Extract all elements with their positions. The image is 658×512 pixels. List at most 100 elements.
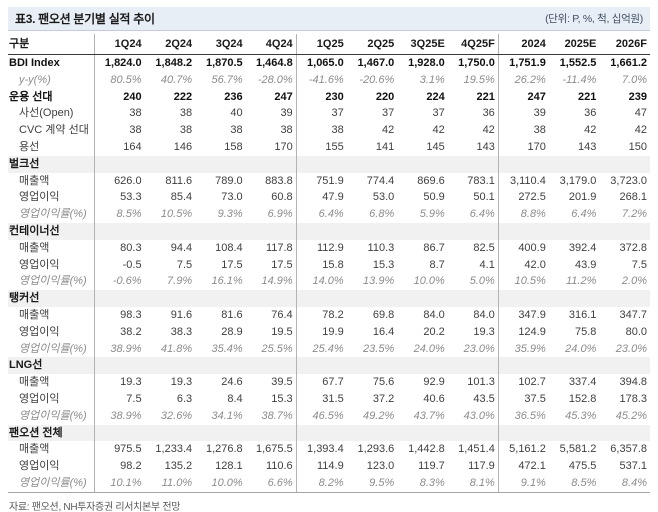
- row-label: 탱커선: [8, 290, 95, 307]
- cell: 6,357.8: [610, 443, 647, 456]
- cell: 36: [482, 107, 495, 120]
- cell: 1,750.0: [458, 57, 495, 69]
- cell: 81.6: [221, 308, 243, 321]
- cell: 38.3: [170, 325, 193, 338]
- cell: 17.5: [271, 258, 293, 271]
- section-header-row: LNG선: [8, 357, 650, 375]
- cell: 42.0: [497, 256, 549, 274]
- cell: 221: [476, 90, 495, 103]
- cell: 53.3: [120, 191, 142, 204]
- cell: 3,179.0: [559, 174, 597, 187]
- cell: [346, 222, 398, 240]
- cell: [195, 155, 246, 173]
- cell: 3,110.4: [497, 172, 549, 190]
- cell: [548, 424, 600, 442]
- cell: 1,870.5: [205, 57, 243, 69]
- cell: 67.7: [295, 374, 347, 391]
- column-header: 3Q24: [195, 34, 246, 55]
- column-header-label: 구분: [8, 34, 95, 55]
- cell: 7.5: [631, 258, 647, 271]
- cell: 14.0%: [295, 273, 347, 291]
- cell: [195, 357, 246, 375]
- cell: 1,928.0: [408, 57, 445, 69]
- cell: [295, 424, 347, 442]
- cell: 222: [173, 90, 193, 103]
- cell: [397, 424, 448, 442]
- cell: 37.5: [497, 390, 549, 408]
- cell: 102.7: [497, 374, 549, 391]
- cell: 41.8%: [160, 342, 193, 355]
- cell: 15.8: [295, 256, 347, 274]
- cell: 37: [295, 105, 347, 123]
- cell: 236: [224, 90, 243, 103]
- table-row: 용선 164 146 158 170 155 141 145 143 170 143 150: [8, 138, 650, 156]
- cell: 6.9%: [267, 208, 293, 221]
- cell: 316.1: [568, 308, 597, 321]
- cell: 145: [426, 140, 445, 153]
- cell: 36.5%: [497, 407, 549, 425]
- cell: 158: [224, 140, 243, 153]
- table-row: BDI Index 1,824.0 1,848.2 1,870.5 1,464.8 1,0…: [8, 54, 650, 72]
- cell: 6.4%: [571, 208, 597, 221]
- cell: 84.0: [473, 308, 495, 321]
- table-row: y-y(%) 80.5% 40.7% 56.7% -28.0% -41.6% -20.6% 3…: [8, 71, 650, 89]
- cell: 3,723.0: [610, 174, 647, 187]
- cell: 240: [123, 90, 142, 103]
- cell: 46.5%: [295, 407, 347, 425]
- column-header: 2024: [497, 34, 549, 55]
- cell: 98.2: [120, 460, 142, 473]
- cell: 626.0: [114, 174, 142, 187]
- table-body: BDI Index 1,824.0 1,848.2 1,870.5 1,464.8 1,0…: [8, 54, 650, 493]
- cell: [599, 155, 650, 173]
- table-row: 영업이익률(%) 10.1% 11.0% 10.0% 6.6% 8.2% 9.5% 8.3% 8…: [8, 474, 650, 493]
- cell: 82.5: [473, 241, 495, 254]
- cell: [346, 357, 398, 375]
- cell: 24.6: [221, 376, 243, 389]
- cell: 37: [382, 107, 395, 120]
- cell: 108.4: [215, 241, 243, 254]
- table-row: CVC 계약 선대 38 38 38 38 38 42 42 42 38 42 42: [8, 122, 650, 139]
- table-row: 영업이익률(%) 8.5% 10.5% 9.3% 6.9% 6.4% 6.8% 5.9% 6.4…: [8, 206, 650, 223]
- cell: 230: [295, 88, 347, 106]
- cell: 811.6: [165, 174, 193, 187]
- cell: 117.8: [265, 241, 293, 254]
- cell: [195, 222, 246, 240]
- cell: 170: [497, 138, 549, 156]
- cell: 1,848.2: [155, 57, 193, 69]
- cell: 128.1: [215, 460, 243, 473]
- cell: [397, 357, 448, 375]
- cell: 40.7%: [160, 73, 193, 86]
- cell: 39: [497, 105, 549, 123]
- table-row: 영업이익 -0.5 7.5 17.5 17.5 15.8 15.3 8.7 4.1 42.0 43.…: [8, 256, 650, 274]
- row-label: 팬오션 전체: [8, 424, 95, 442]
- cell: [245, 222, 297, 240]
- cell: 47: [634, 107, 647, 120]
- cell: 11.0%: [144, 474, 196, 493]
- row-label: 매출액: [8, 306, 95, 324]
- cell: 6.4%: [469, 208, 495, 221]
- cell: 42: [432, 124, 445, 137]
- table-row: 영업이익률(%) -0.6% 7.9% 16.1% 14.9% 14.0% 13.9% 10.…: [8, 273, 650, 291]
- cell: 34.1%: [211, 409, 243, 422]
- cell: 1,442.8: [408, 443, 445, 456]
- cell: [144, 222, 196, 240]
- cell: 124.9: [497, 323, 549, 341]
- cell: 37.2: [372, 392, 395, 405]
- cell: 201.9: [568, 191, 597, 204]
- cell: 10.0%: [413, 275, 445, 288]
- cell: 19.3: [120, 376, 142, 389]
- cell: [599, 290, 650, 307]
- cell: 42: [382, 124, 395, 137]
- section-header-row: 탱커선: [8, 290, 650, 307]
- cell: 8.3%: [397, 474, 448, 493]
- cell: 45.3%: [565, 409, 597, 422]
- cell: 56.7%: [211, 73, 243, 86]
- cell: 10.1%: [94, 474, 145, 493]
- table-row: 영업이익률(%) 38.9% 41.8% 35.4% 25.5% 25.4% 23.5% 24…: [8, 340, 650, 358]
- column-header: 4Q25F: [447, 34, 499, 55]
- cell: 78.2: [295, 306, 347, 324]
- column-header: 2Q24: [144, 34, 196, 55]
- cell: 23.0%: [615, 342, 647, 355]
- row-label: 운용 선대: [8, 88, 95, 106]
- cell: 92.9: [423, 376, 445, 389]
